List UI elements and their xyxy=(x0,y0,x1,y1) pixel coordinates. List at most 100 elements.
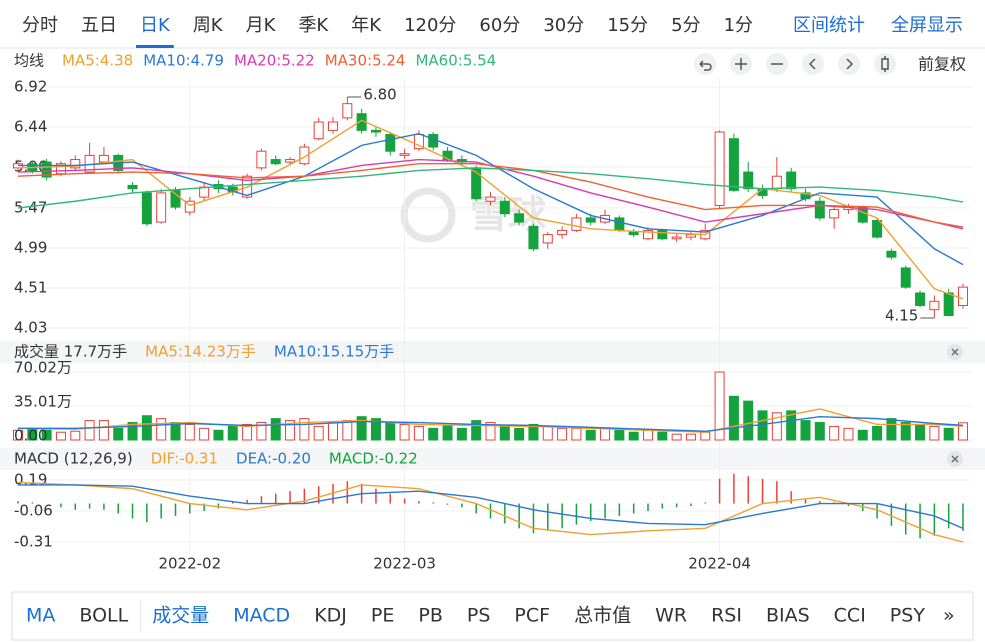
candle-body xyxy=(571,217,582,231)
volume-bar xyxy=(685,433,696,441)
indicator-tab[interactable]: WR xyxy=(655,605,687,627)
indicator-tab[interactable]: PE xyxy=(371,605,394,627)
candle-body xyxy=(929,300,940,311)
period-tab[interactable]: 5分 xyxy=(671,15,700,36)
candle-body xyxy=(98,154,109,163)
macd-tick-label: -0.06 xyxy=(14,502,53,520)
panel-header: MACD:-0.22 xyxy=(329,450,418,468)
indicator-tab[interactable]: RSI xyxy=(711,605,742,627)
volume-ma-line xyxy=(18,415,964,432)
volume-bar xyxy=(242,423,253,441)
indicator-tab[interactable]: PCF xyxy=(514,605,550,627)
period-tab[interactable]: 60分 xyxy=(479,15,520,36)
candle-body xyxy=(714,131,725,206)
volume-bar xyxy=(342,420,353,441)
volume-bar xyxy=(428,427,439,441)
candle-body xyxy=(328,121,338,131)
ma-line xyxy=(17,119,964,300)
candle-body xyxy=(958,286,968,306)
indicator-tab[interactable]: » xyxy=(943,605,955,627)
price-tick-label: 4.51 xyxy=(14,278,47,296)
volume-ma-line xyxy=(17,408,964,433)
toolbar-icons xyxy=(694,53,896,75)
volume-bar xyxy=(743,400,754,441)
period-tab[interactable]: 分时 xyxy=(22,15,58,36)
period-tab[interactable]: 日K xyxy=(140,15,171,36)
candle-body xyxy=(399,153,410,156)
candle-body xyxy=(256,150,267,169)
left-icon xyxy=(808,58,816,70)
indicator-tab[interactable]: MACD xyxy=(233,605,290,627)
dif-line xyxy=(17,481,964,543)
volume-bar xyxy=(929,425,940,441)
ma-legend: MA60:5.54 xyxy=(415,52,496,70)
volume-bar xyxy=(528,423,539,441)
candle-body xyxy=(872,219,883,238)
volume-bar xyxy=(872,425,883,441)
candle-body xyxy=(542,234,553,244)
period-tab[interactable]: 年K xyxy=(351,15,382,36)
period-tab[interactable]: 季K xyxy=(298,15,329,36)
indicator-tab[interactable]: PSY xyxy=(890,605,926,627)
candle-body xyxy=(771,175,782,190)
period-tab[interactable]: 周K xyxy=(193,15,224,36)
candle-body xyxy=(628,231,639,236)
date-label: 2022-03 xyxy=(373,555,436,573)
volume-bar xyxy=(70,430,81,441)
candle-body xyxy=(528,225,539,250)
tool-link[interactable]: 全屏显示 xyxy=(891,15,963,36)
next-button[interactable] xyxy=(838,53,860,75)
volume-bar xyxy=(399,423,410,441)
candle-body xyxy=(41,161,52,178)
panel-header: MA10:15.15万手 xyxy=(274,343,394,361)
active-underline xyxy=(136,45,174,48)
undo-icon xyxy=(699,60,712,71)
period-tab[interactable]: 15分 xyxy=(607,15,648,36)
indicator-tabs: MA BOLL 成交量 MACD KDJ PE PB PS PCF 总市值 WR RSI BIAS CCI… xyxy=(26,600,925,632)
volume-bar xyxy=(915,424,926,441)
indicator-tab[interactable]: PB xyxy=(418,605,443,627)
close-icon xyxy=(951,455,959,463)
panel-header: 成交量 17.7万手 xyxy=(14,343,127,361)
period-tab[interactable]: 120分 xyxy=(404,15,456,36)
volume-bar xyxy=(170,422,181,441)
indicator-tab[interactable]: MA xyxy=(26,605,55,627)
indicator-tab[interactable]: BIAS xyxy=(766,605,810,627)
volume-bar xyxy=(786,410,797,441)
price-tick-label: 6.92 xyxy=(14,78,47,96)
prev-button[interactable] xyxy=(802,53,824,75)
volume-bar xyxy=(127,422,138,441)
indicator-tab[interactable]: KDJ xyxy=(314,605,347,627)
tool-link[interactable]: 区间统计 xyxy=(793,15,865,36)
candle-body xyxy=(657,229,668,240)
period-tab[interactable]: 30分 xyxy=(543,15,584,36)
period-tab[interactable]: 五日 xyxy=(81,15,117,36)
candle-body xyxy=(413,134,424,150)
volume-bar xyxy=(285,420,296,441)
volume-bar xyxy=(728,395,739,441)
plus-icon xyxy=(735,58,747,70)
candle-body xyxy=(886,250,897,258)
adjust-mode[interactable]: 前复权 xyxy=(918,55,966,74)
volume-bar xyxy=(585,429,596,441)
candle-body xyxy=(671,236,682,240)
indicator-tab[interactable]: 总市值 xyxy=(574,605,631,627)
indicator-tab[interactable]: CCI xyxy=(834,605,866,627)
indicator-tab[interactable]: BOLL xyxy=(79,605,128,627)
volume-header-bg xyxy=(0,341,985,363)
candle-body xyxy=(170,189,181,208)
ma-label: 均线 xyxy=(14,52,44,70)
volume-bar xyxy=(800,420,811,441)
period-tab[interactable]: 1分 xyxy=(724,15,753,36)
indicator-tab[interactable]: PS xyxy=(467,605,491,627)
candle-style-button[interactable] xyxy=(874,53,896,75)
volume-bar xyxy=(199,427,210,441)
candle-body xyxy=(499,200,510,215)
volume-bar xyxy=(600,427,611,441)
indicator-tab[interactable]: 成交量 xyxy=(152,605,209,627)
candle-body xyxy=(585,217,596,223)
period-tab[interactable]: 月K xyxy=(246,15,277,36)
candle-body xyxy=(442,150,453,161)
watermark-logo xyxy=(400,187,456,243)
